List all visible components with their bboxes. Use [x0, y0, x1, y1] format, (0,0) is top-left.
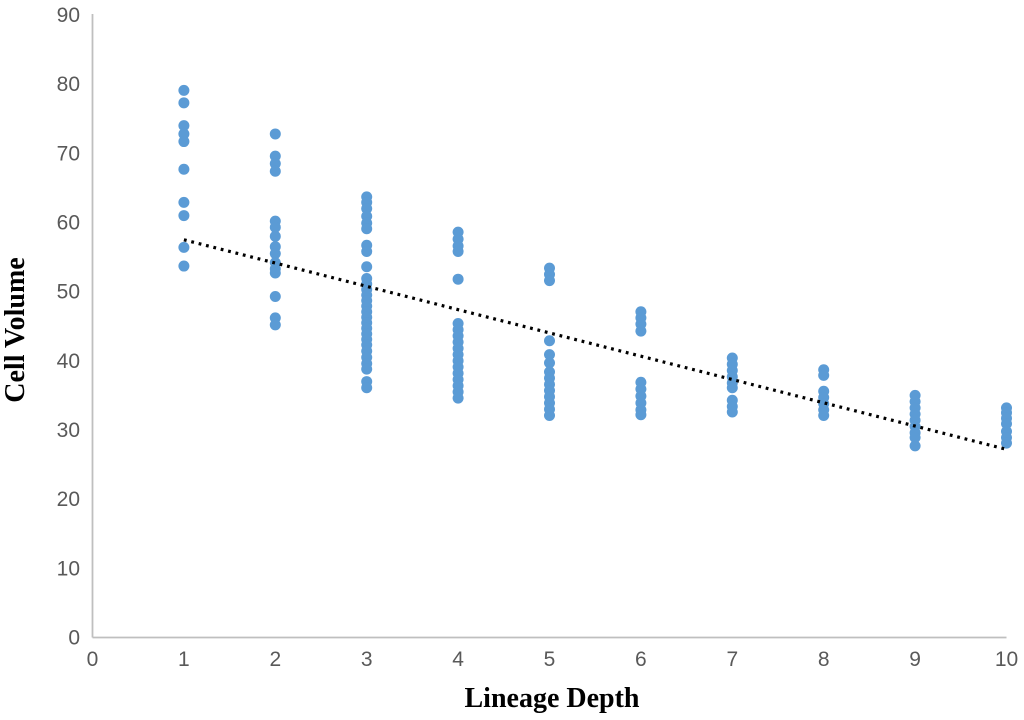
data-points — [178, 84, 1012, 452]
data-point — [909, 440, 921, 452]
y-tick-label: 30 — [57, 419, 80, 442]
data-point — [452, 392, 464, 404]
data-point — [361, 223, 373, 235]
data-point — [361, 246, 373, 258]
x-axis-title: Lineage Depth — [465, 683, 640, 714]
x-tick-label: 6 — [635, 648, 647, 671]
data-point — [361, 261, 373, 273]
data-point — [269, 230, 281, 242]
data-point — [361, 203, 373, 215]
data-point — [544, 409, 555, 421]
data-point — [178, 260, 190, 272]
data-point — [1001, 418, 1012, 430]
data-point — [544, 275, 555, 287]
data-point — [726, 406, 738, 418]
trendline-group — [183, 238, 1007, 451]
y-tick-label: 40 — [57, 350, 80, 373]
x-axis-tick-labels: 0 1 2 3 4 5 6 7 8 9 10 — [87, 648, 1019, 671]
x-tick-label: 3 — [361, 648, 373, 671]
data-point — [269, 248, 281, 260]
data-point — [269, 150, 281, 162]
trendline — [183, 238, 1007, 451]
data-point — [544, 335, 555, 347]
y-tick-label: 70 — [57, 142, 80, 165]
data-point — [361, 363, 373, 375]
data-point — [178, 196, 190, 208]
y-tick-label: 50 — [57, 281, 80, 304]
data-point — [818, 409, 830, 421]
y-tick-label: 0 — [68, 627, 80, 650]
y-tick-label: 60 — [57, 211, 80, 234]
data-point — [178, 163, 190, 175]
data-point — [178, 128, 190, 140]
data-point — [269, 267, 281, 279]
y-tick-label: 20 — [57, 488, 80, 511]
data-point — [178, 84, 190, 96]
data-point — [269, 221, 281, 233]
data-point — [635, 325, 647, 337]
axes — [91, 14, 1007, 639]
data-point — [361, 382, 373, 394]
x-tick-label: 4 — [452, 648, 464, 671]
x-tick-label: 9 — [909, 648, 921, 671]
data-point — [909, 432, 921, 444]
data-point — [544, 349, 555, 361]
data-point — [269, 290, 281, 302]
data-point — [635, 409, 647, 421]
data-point — [178, 210, 190, 222]
y-tick-label: 10 — [57, 557, 80, 580]
data-point — [726, 382, 738, 394]
y-tick-label: 90 — [57, 4, 80, 27]
data-point — [544, 357, 555, 369]
data-point — [452, 246, 464, 258]
y-axis-title: Cell Volume — [0, 257, 31, 402]
x-tick-label: 2 — [269, 648, 281, 671]
data-point — [452, 273, 464, 285]
x-tick-label: 10 — [995, 648, 1018, 671]
data-point — [269, 319, 281, 331]
x-tick-label: 8 — [818, 648, 830, 671]
x-tick-label: 1 — [178, 648, 190, 671]
data-point — [178, 120, 190, 132]
y-tick-label: 80 — [57, 73, 80, 96]
data-point — [269, 158, 281, 170]
data-point — [269, 165, 281, 177]
data-point — [178, 241, 190, 253]
data-point — [178, 97, 190, 109]
data-point — [269, 128, 281, 140]
x-tick-label: 0 — [87, 648, 99, 671]
x-tick-label: 5 — [544, 648, 556, 671]
x-tick-label: 7 — [726, 648, 738, 671]
data-point — [1001, 437, 1012, 449]
data-point — [178, 136, 190, 148]
data-point — [818, 369, 830, 381]
y-axis-tick-labels: 0 10 20 30 40 50 60 70 80 90 — [57, 4, 80, 650]
